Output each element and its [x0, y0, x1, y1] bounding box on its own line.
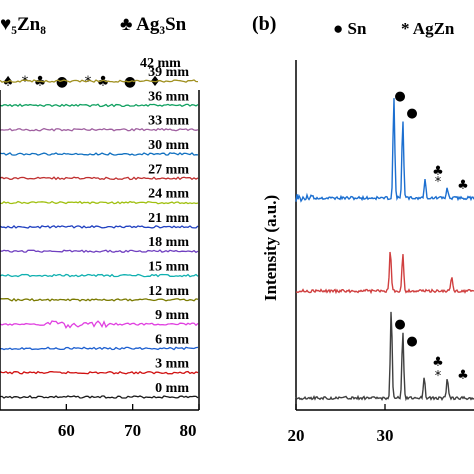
series-line-a [0, 346, 199, 351]
series-label-a: 27 mm [148, 162, 189, 177]
x-ticks-b: 20 30 [288, 404, 394, 445]
series-label-a: 24 mm [148, 187, 189, 202]
series-label-a: 6 mm [155, 332, 189, 347]
peak-symbols-a: ♠ * ♣ ● * ♣ ● ♦ [2, 74, 162, 90]
peak-marker-bottom: ● [394, 317, 405, 332]
series-label-a: 3 mm [155, 357, 189, 372]
peak-marker-top: ♣ [457, 178, 469, 193]
peak-marker-top: ● [394, 89, 405, 104]
peak-marker-top: ♣ [432, 164, 444, 179]
series-line-a [0, 273, 199, 278]
series-line-a [0, 79, 199, 83]
series-line-a [0, 152, 199, 156]
series-lines-a [0, 79, 199, 399]
series-line-a [0, 103, 199, 108]
series-lines-b [295, 98, 474, 402]
series-line-b [295, 251, 474, 295]
top-series-label: 42 mm [140, 56, 181, 71]
x-tick-label-a: 60 [58, 421, 75, 440]
peak-marker-bottom: ♣ [432, 355, 444, 370]
panel-b: (b) ● Sn * AgZn Intensity (a.u.) ●●♣* ♣●●… [252, 13, 474, 445]
series-line-a [0, 200, 199, 205]
series-line-b [295, 98, 474, 203]
peak-symbol-a: ● [56, 74, 68, 90]
series-label-a: 30 mm [148, 138, 189, 153]
series-line-a [0, 370, 199, 375]
series-line-a [0, 176, 199, 181]
series-line-a [0, 249, 199, 254]
series-line-a [0, 320, 199, 329]
series-label-a: 33 mm [148, 114, 189, 129]
peak-symbol-a: ♣ [34, 74, 47, 90]
series-labels-a: 0 mm 3 mm 6 mm 9 mm 12 mm 15 mm 18 mm 21 mm 24 m… [148, 65, 189, 396]
series-label-a: 36 mm [148, 89, 189, 104]
series-label-a: 21 mm [148, 211, 189, 226]
legend-text-a2: ♣ Ag₃Sn [120, 14, 187, 35]
y-axis-label-b: Intensity (a.u.) [261, 195, 280, 301]
legend-text-b1: ● Sn [333, 19, 367, 38]
series-label-a: 18 mm [148, 235, 189, 250]
legend-text-b2: * AgZn [401, 19, 455, 38]
peak-marker-bottom: ♣ [457, 368, 469, 383]
peak-symbol-a: * [22, 74, 29, 90]
x-tick-label-a: 80 [180, 421, 197, 440]
peak-marker-bottom: ● [406, 334, 417, 349]
series-line-a [0, 127, 199, 132]
series-line-b [295, 311, 474, 402]
peak-markers-b: ●●♣* ♣●●♣* ♣ [394, 89, 469, 384]
peak-symbol-a: * [85, 74, 92, 90]
peak-marker-top: ● [406, 106, 417, 121]
series-line-a [0, 395, 199, 399]
peak-marker-top: * [435, 175, 442, 190]
x-tick-label-a: 70 [124, 421, 141, 440]
series-label-a: 39 mm [148, 65, 189, 80]
legend-text-a1: ♥₅Zn₈ [0, 14, 46, 35]
series-line-a [0, 297, 199, 302]
x-ticks-a: 60 70 80 [58, 404, 200, 440]
panel-label-b: (b) [252, 13, 276, 35]
peak-marker-bottom: * [435, 369, 442, 384]
peak-symbol-a: ♣ [97, 74, 110, 90]
panel-a: ♥₅Zn₈ ♣ Ag₃Sn 42 mm ♠ * ♣ ● * ♣ ● ♦ 0 mm3 mm6 m… [0, 14, 200, 440]
series-label-a: 9 mm [155, 308, 189, 323]
series-label-a: 0 mm [155, 381, 189, 396]
series-line-a [0, 224, 199, 229]
series-label-a: 15 mm [148, 260, 189, 275]
x-tick-label-b: 30 [377, 426, 394, 445]
x-tick-label-b: 20 [288, 426, 305, 445]
series-label-a: 12 mm [148, 284, 189, 299]
